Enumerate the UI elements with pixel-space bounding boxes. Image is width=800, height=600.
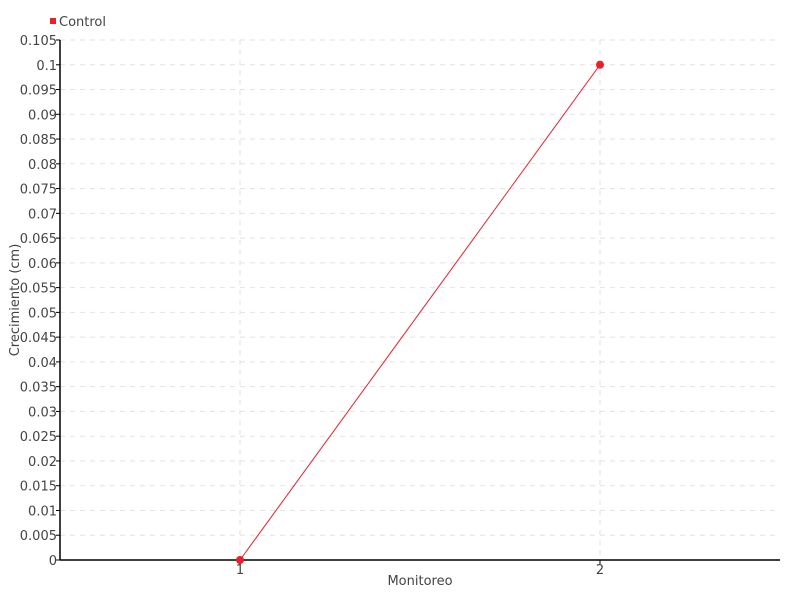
y-tick-label: 0.045	[20, 331, 57, 346]
data-point[interactable]	[236, 556, 244, 564]
y-tick-label: 0.03	[28, 405, 57, 420]
y-tick-label: 0.075	[20, 183, 57, 198]
y-tick-label: 0.015	[20, 480, 57, 495]
x-axis-title: Monitoreo	[387, 574, 452, 589]
y-tick-label: 0.09	[28, 108, 57, 123]
legend: Control	[50, 15, 106, 30]
y-tick-label: 0.08	[28, 158, 57, 173]
grid	[60, 39, 780, 560]
y-tick-label: 0.04	[28, 356, 57, 371]
y-tick-label: 0.07	[28, 207, 57, 222]
y-tick-label: 0	[49, 554, 57, 569]
x-tick-label: 1	[236, 563, 244, 578]
legend-swatch-control	[50, 18, 56, 24]
y-tick-label: 0.085	[20, 133, 57, 148]
y-axis-title: Crecimiento (cm)	[8, 244, 23, 357]
y-tick-label: 0.1	[36, 59, 57, 74]
x-tick-label: 2	[596, 563, 604, 578]
y-tick-label: 0.055	[20, 282, 57, 297]
y-tick-label: 0.095	[20, 84, 57, 99]
series	[236, 60, 604, 564]
y-tick-label: 0.065	[20, 232, 57, 247]
y-tick-label: 0.035	[20, 381, 57, 396]
y-tick-label: 0.06	[28, 257, 57, 272]
axes	[59, 40, 780, 561]
y-tick-label: 0.105	[20, 34, 57, 49]
y-tick-label: 0.01	[28, 504, 57, 519]
data-point[interactable]	[596, 60, 604, 69]
y-tick-label: 0.02	[28, 455, 57, 470]
y-axis-ticks: 0 0.005 0.01 0.015 0.02 0.025 0.03 0.035 0.04 0.0…	[20, 34, 60, 569]
legend-label-control: Control	[59, 15, 106, 30]
y-tick-label: 0.05	[28, 306, 57, 321]
y-tick-label: 0.025	[20, 430, 57, 445]
y-tick-label: 0.005	[20, 529, 57, 544]
series-line-control	[239, 64, 601, 561]
